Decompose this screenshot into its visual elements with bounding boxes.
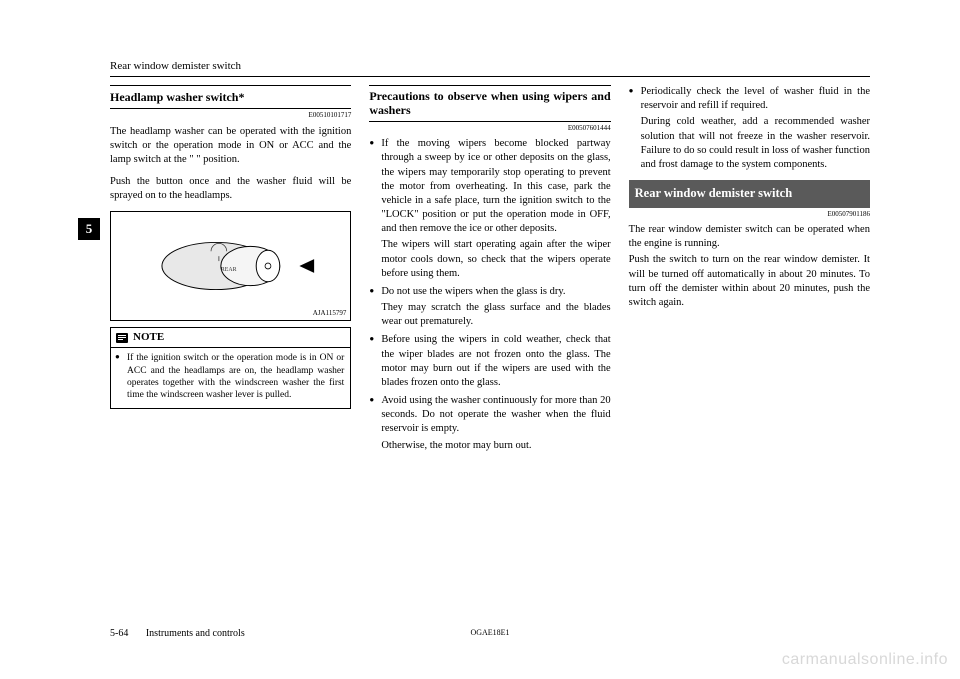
heading-headlamp-washer: Headlamp washer switch* (110, 85, 351, 109)
note-box: NOTE If the ignition switch or the opera… (110, 327, 351, 408)
stalk-illustration: REAR (111, 212, 350, 320)
bullet-sub: During cold weather, add a recommended w… (641, 115, 870, 172)
header-rule (110, 76, 870, 77)
bullet-text: Periodically check the level of washer f… (641, 86, 870, 111)
list-item: Do not use the wipers when the glass is … (369, 285, 610, 330)
column-3: Periodically check the level of washer f… (629, 85, 870, 457)
content-columns: Headlamp washer switch* E00510101717 The… (110, 85, 870, 457)
note-title: NOTE (133, 330, 164, 345)
section-name: Instruments and controls (146, 628, 245, 639)
col3-para1: The rear window demister switch can be o… (629, 223, 870, 251)
figure-washer-stalk: REAR AJA115797 (110, 211, 351, 321)
footer-center: OGAE18E1 (470, 628, 509, 637)
arrow-icon (299, 260, 314, 274)
chapter-tab: 5 (78, 218, 100, 240)
page: Rear window demister switch 5 Headlamp w… (0, 0, 960, 679)
list-item: Periodically check the level of washer f… (629, 85, 870, 172)
bullet-text: Before using the wipers in cold weather,… (381, 334, 610, 388)
column-2: Precautions to observe when using wipers… (369, 85, 610, 457)
list-item: Before using the wipers in cold weather,… (369, 333, 610, 390)
column-1: Headlamp washer switch* E00510101717 The… (110, 85, 351, 457)
footer: 5-64 Instruments and controls OGAE18E1 (110, 628, 870, 639)
note-heading: NOTE (111, 328, 350, 348)
bullet-text: If the moving wipers become blocked part… (381, 138, 610, 234)
col1-para1: The headlamp washer can be operated with… (110, 125, 351, 168)
note-icon (115, 332, 129, 344)
figure-id: AJA115797 (313, 309, 347, 318)
list-item: If the moving wipers become blocked part… (369, 137, 610, 281)
docid-3: E00507901186 (629, 210, 870, 219)
note-body: If the ignition switch or the operation … (111, 348, 350, 407)
docid-2: E00507601444 (369, 124, 610, 133)
heading-precautions: Precautions to observe when using wipers… (369, 85, 610, 122)
watermark: carmanualsonline.info (782, 651, 948, 669)
rear-label: REAR (221, 267, 237, 273)
bullet-sub: Otherwise, the motor may burn out. (381, 439, 610, 453)
col1-para2: Push the button once and the washer flui… (110, 175, 351, 203)
footer-left: 5-64 Instruments and controls (110, 628, 245, 639)
heading-rear-demister: Rear window demister switch (629, 180, 870, 208)
bullet-sub: They may scratch the glass surface and t… (381, 301, 610, 329)
page-number: 5-64 (110, 628, 128, 639)
running-title: Rear window demister switch (110, 60, 870, 72)
precautions-list: If the moving wipers become blocked part… (369, 137, 610, 453)
list-item: Avoid using the washer continuously for … (369, 394, 610, 453)
bullet-text: Avoid using the washer continuously for … (381, 395, 610, 434)
docid-1: E00510101717 (110, 111, 351, 120)
col3-para2: Push the switch to turn on the rear wind… (629, 253, 870, 310)
bullet-text: Do not use the wipers when the glass is … (381, 286, 565, 297)
col3-top-list: Periodically check the level of washer f… (629, 85, 870, 172)
bullet-sub: The wipers will start operating again af… (381, 238, 610, 281)
